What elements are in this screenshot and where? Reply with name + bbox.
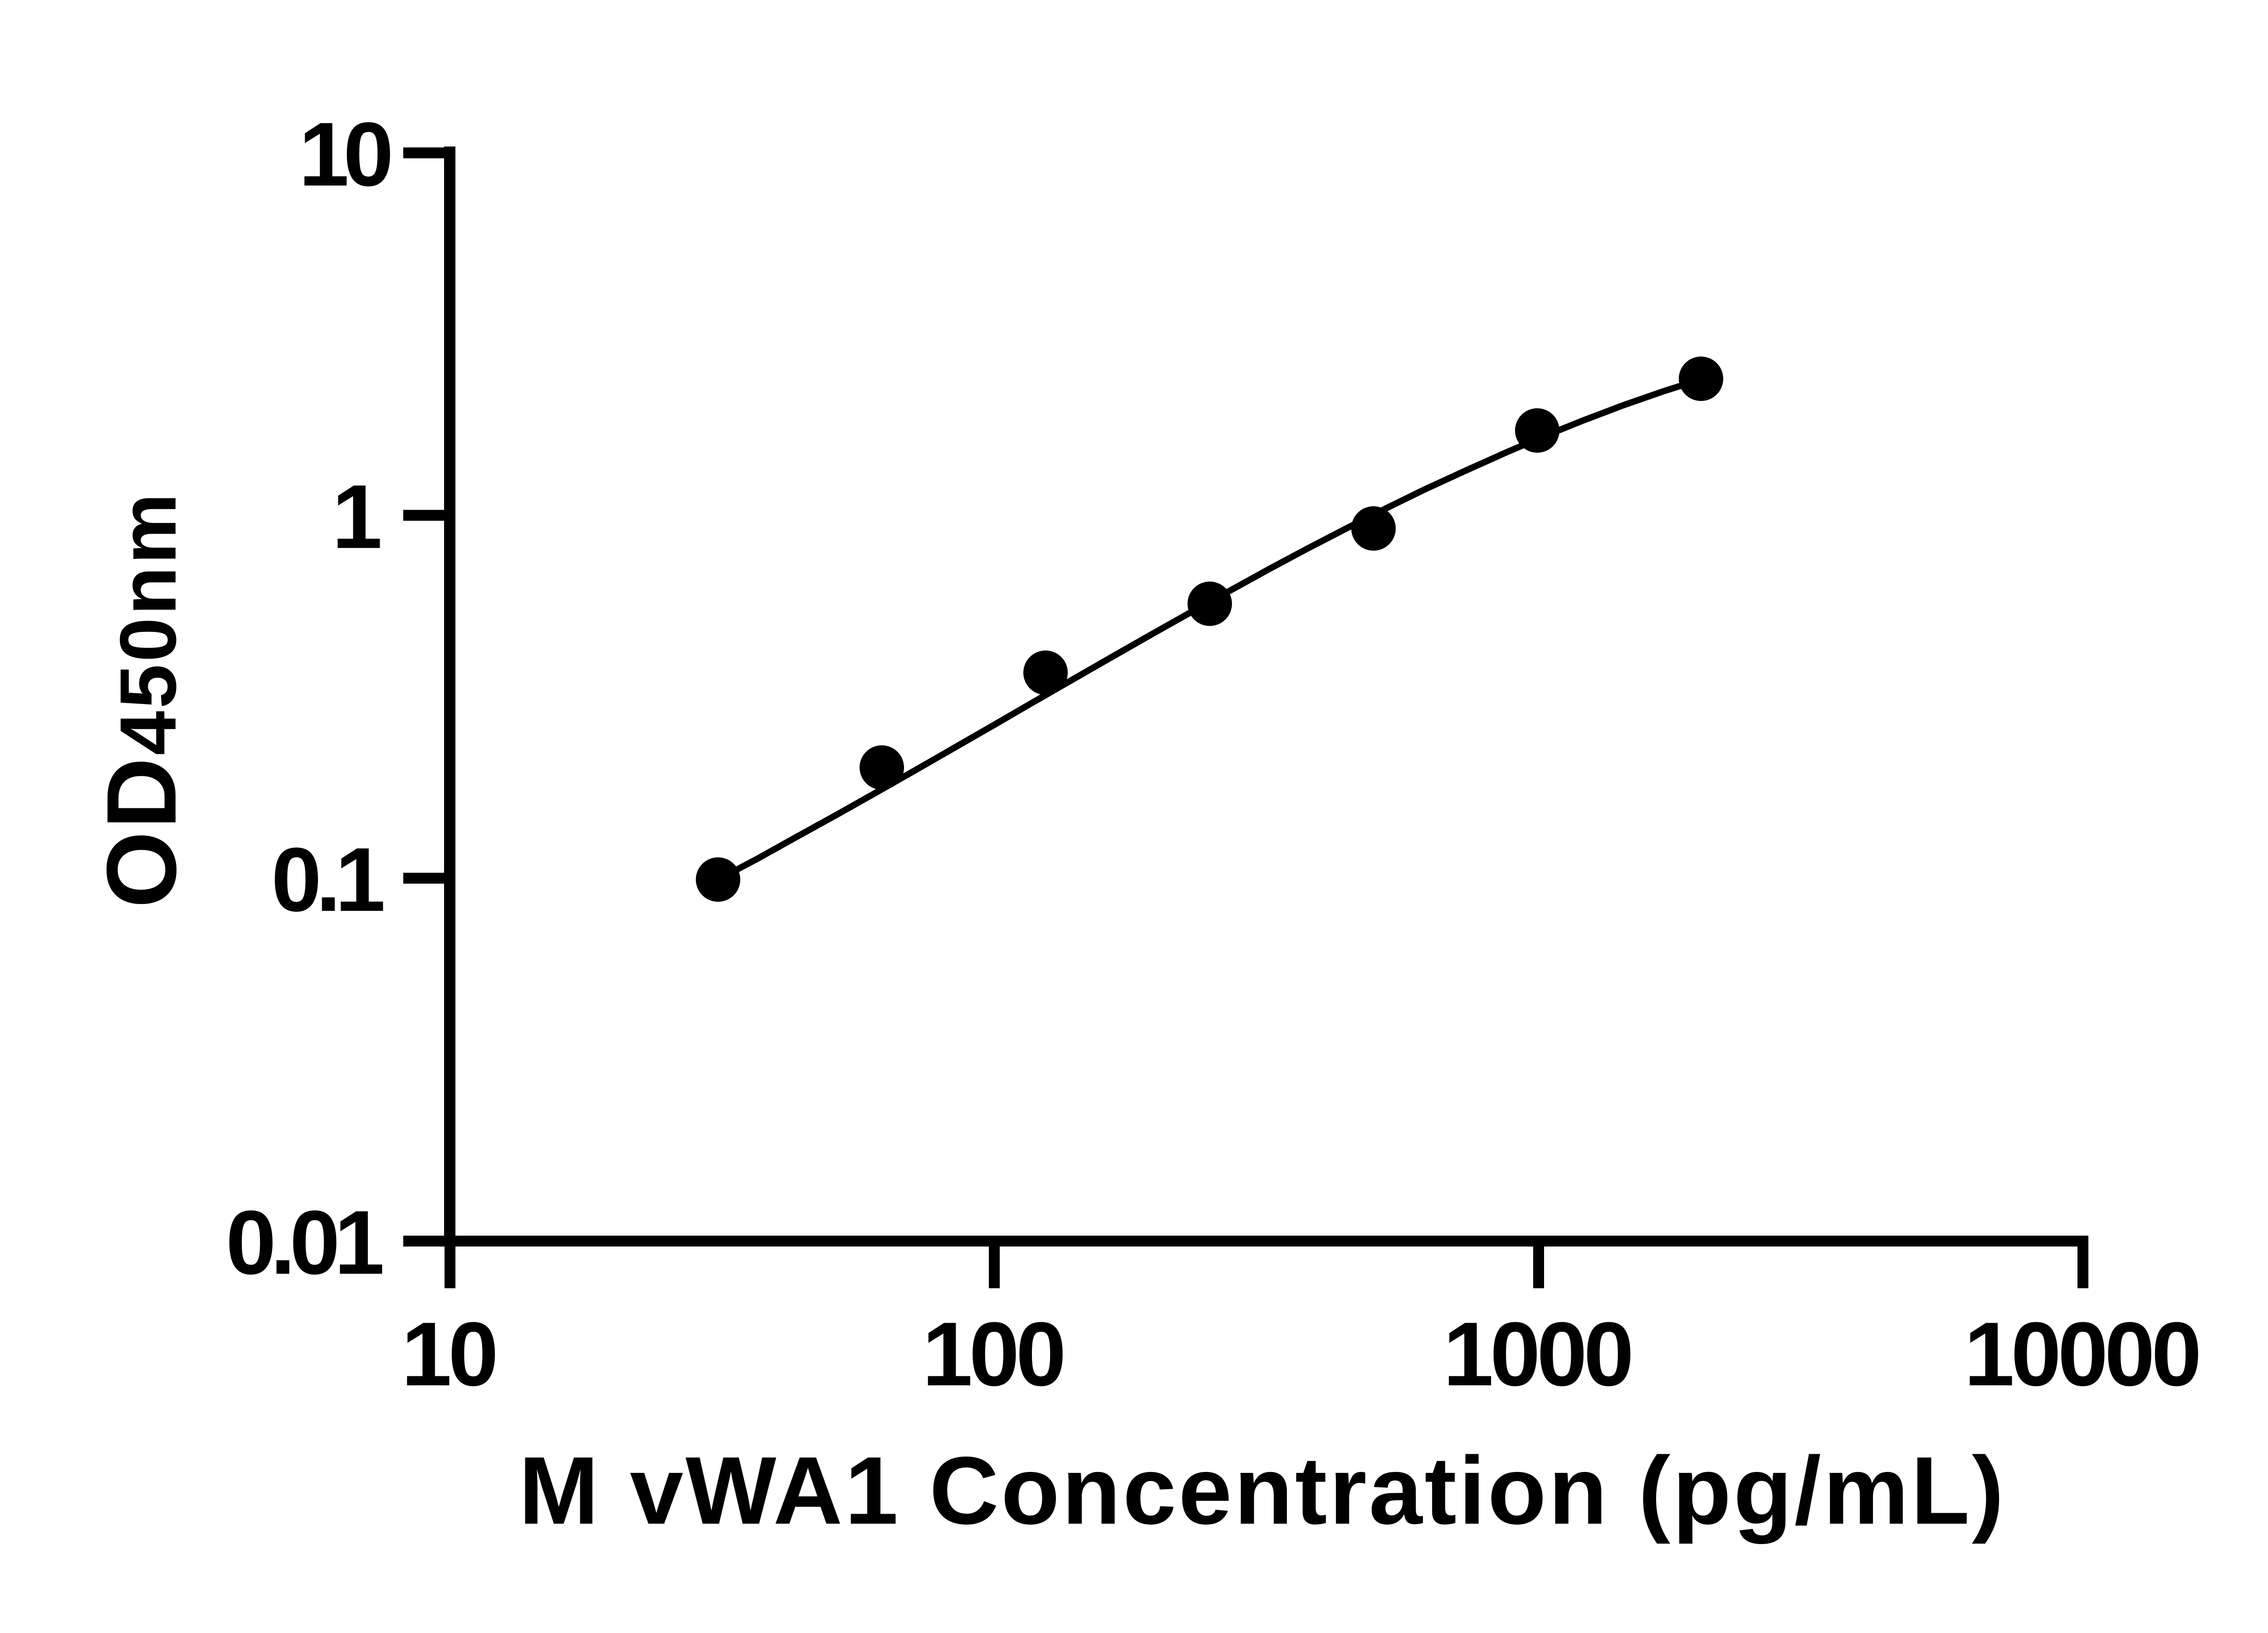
svg-text:100: 100 [922, 1304, 1063, 1405]
svg-text:1: 1 [332, 466, 382, 567]
svg-text:10: 10 [299, 104, 391, 205]
svg-text:OD450nm: OD450nm [87, 491, 197, 908]
svg-text:0.1: 0.1 [271, 829, 383, 930]
svg-text:0.01: 0.01 [226, 1192, 382, 1293]
svg-text:10000: 10000 [1964, 1304, 2199, 1405]
svg-text:1000: 1000 [1443, 1304, 1631, 1405]
svg-text:M vWA1 Concentration (pg/mL): M vWA1 Concentration (pg/mL) [519, 1437, 2006, 1544]
svg-text:10: 10 [401, 1304, 495, 1405]
